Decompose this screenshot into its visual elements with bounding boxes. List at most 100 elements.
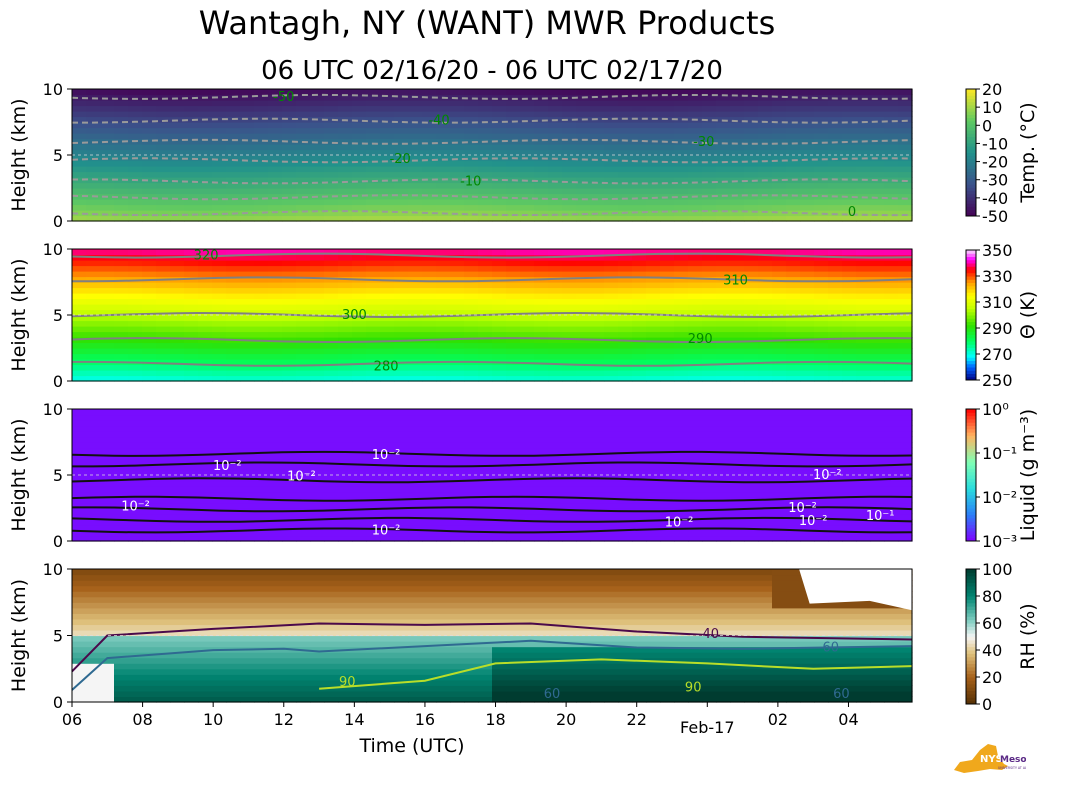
heatmap-cell [744,524,759,531]
heatmap-cell [618,171,633,178]
heatmap-cell [548,524,563,531]
heatmap-cell [296,652,311,659]
heatmap-cell [590,535,605,542]
heatmap-cell [632,353,647,360]
heatmap-cell [254,188,269,195]
heatmap-cell [296,249,311,256]
heatmap-cell [408,89,423,96]
heatmap-cell [520,298,535,305]
heatmap-cell [394,375,409,382]
heatmap-cell [324,425,339,432]
heatmap-cell [296,624,311,631]
heatmap-cell [212,254,227,261]
heatmap-cell [674,409,689,416]
heatmap-cell [842,320,857,327]
heatmap-cell [142,580,157,587]
heatmap-cell [562,127,577,134]
heatmap-cell [730,100,745,107]
heatmap-cell [128,607,143,614]
heatmap-cell [100,508,115,515]
heatmap-cell [422,420,437,427]
heatmap-cell [660,320,675,327]
heatmap-cell [296,320,311,327]
heatmap-cell [688,359,703,366]
heatmap-cell [268,442,283,449]
heatmap-cell [352,530,367,537]
heatmap-cell [422,431,437,438]
heatmap-cell [72,364,87,371]
heatmap-cell [394,215,409,222]
contour-line [72,117,913,124]
heatmap-cell [128,442,143,449]
heatmap-cell [198,138,213,145]
heatmap-cell [464,249,479,256]
heatmap-cell [352,464,367,471]
heatmap-cell [688,337,703,344]
heatmap-cell [310,585,325,592]
heatmap-cell [660,315,675,322]
heatmap-cell [310,486,325,493]
heatmap-cell [674,188,689,195]
heatmap-cell [646,375,661,382]
heatmap-cell [436,293,451,300]
heatmap-cell [142,171,157,178]
heatmap-cell [674,122,689,129]
heatmap-cell [576,271,591,278]
heatmap-cell [632,282,647,289]
heatmap-cell [478,337,493,344]
heatmap-cell [366,193,381,200]
heatmap-cell [618,359,633,366]
heatmap-cell [198,348,213,355]
heatmap-cell [268,613,283,620]
heatmap-cell [142,596,157,603]
heatmap-cell [562,111,577,118]
heatmap-cell [548,425,563,432]
heatmap-cell [758,414,773,421]
heatmap-cell [492,144,507,151]
heatmap-cell [534,431,549,438]
heatmap-cell [422,282,437,289]
heatmap-cell [576,442,591,449]
contour-line [71,527,913,534]
heatmap-cell [534,193,549,200]
heatmap-cell [492,199,507,206]
heatmap-cell [506,111,521,118]
heatmap-cell [212,447,227,454]
heatmap-cell [212,210,227,217]
heatmap-cell [142,293,157,300]
heatmap-cell [226,304,241,311]
heatmap-cell [380,359,395,366]
heatmap-cell [590,447,605,454]
heatmap-cell [786,182,801,189]
heatmap-cell [688,447,703,454]
heatmap-cell [142,105,157,112]
heatmap-cell [632,193,647,200]
heatmap-cell [772,519,787,526]
heatmap-cell [324,133,339,140]
heatmap-cell [422,475,437,482]
heatmap-cell [730,116,745,123]
heatmap-cell [842,100,857,107]
heatmap-cell [562,282,577,289]
heatmap-cell [716,420,731,427]
heatmap-cell [506,100,521,107]
heatmap-cell [156,447,171,454]
heatmap-cell [394,331,409,338]
heatmap-cell [282,249,297,256]
heatmap-cell [268,453,283,460]
heatmap-cell [226,431,241,438]
heatmap-cell [674,287,689,294]
heatmap-cell [296,149,311,156]
heatmap-cell [450,431,465,438]
heatmap-cell [646,480,661,487]
heatmap-cell [814,447,829,454]
heatmap-cell [86,641,101,648]
heatmap-cell [884,348,899,355]
heatmap-cell [324,491,339,498]
heatmap-cell [268,133,283,140]
heatmap-cell [744,508,759,515]
heatmap-cell [100,375,115,382]
heatmap-cell [772,116,787,123]
heatmap-cell [212,359,227,366]
heatmap-cell [842,480,857,487]
